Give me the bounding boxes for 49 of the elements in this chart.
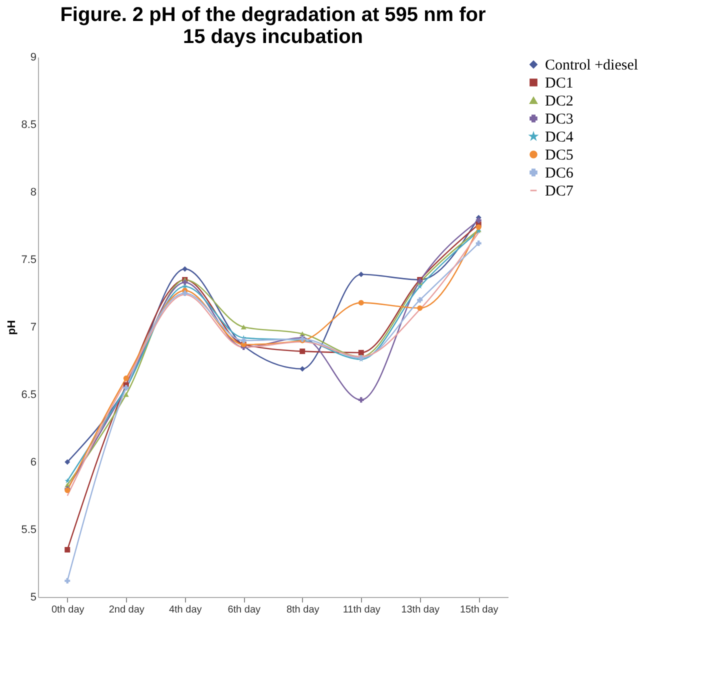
point (240, 324, 246, 330)
point (64, 478, 70, 484)
legend-label: Control +diesel (545, 58, 638, 74)
point (64, 547, 70, 552)
x-tick-label: 11th day (342, 604, 380, 616)
y-tick-label: 8 (30, 186, 36, 198)
y-tick-label: 6 (30, 456, 36, 468)
point (64, 459, 70, 465)
y-tick-label: 8.5 (21, 119, 36, 131)
point (358, 300, 364, 306)
point (300, 366, 306, 372)
legend-label: DC7 (545, 184, 574, 200)
point (476, 218, 482, 224)
point (123, 376, 129, 382)
y-tick-label: 5.5 (21, 524, 36, 536)
x-tick-label: 6th day (228, 604, 261, 616)
x-tick-label: 4th day (168, 604, 202, 616)
point (182, 284, 188, 289)
point (417, 284, 422, 289)
point (64, 578, 70, 584)
point (358, 272, 364, 278)
point (123, 392, 129, 397)
legend-label: DC3 (545, 112, 574, 128)
y-tick-label: 7.5 (21, 254, 36, 266)
legend-label: DC2 (545, 94, 574, 110)
point (358, 397, 364, 403)
legend-label: DC4 (545, 130, 574, 146)
point (182, 280, 188, 286)
legend-label: DC5 (545, 148, 574, 164)
point (476, 240, 482, 246)
y-tick-label: 7 (30, 322, 36, 334)
y-axis-title: pH (6, 320, 18, 335)
chart-title: Figure. 2 pH of the degradation at 595 nm for 15 days incubation (60, 4, 486, 48)
x-tick-label: 0th day (51, 604, 84, 616)
x-tick-label: 13th day (401, 604, 440, 616)
point (358, 350, 364, 356)
point (182, 266, 188, 272)
y-tick-label: 5 (30, 592, 36, 604)
point (182, 290, 188, 296)
x-tick-label: 15th day (460, 604, 498, 616)
point (417, 305, 423, 311)
point (476, 224, 482, 230)
x-tick-label: 8th day (286, 604, 320, 616)
legend-label: DC6 (545, 166, 574, 182)
y-tick-label: 9 (30, 52, 36, 64)
point (300, 348, 306, 354)
x-tick-label: 2nd day (108, 604, 144, 616)
legend-label: DC1 (545, 76, 574, 92)
y-tick-label: 6.5 (21, 389, 36, 401)
